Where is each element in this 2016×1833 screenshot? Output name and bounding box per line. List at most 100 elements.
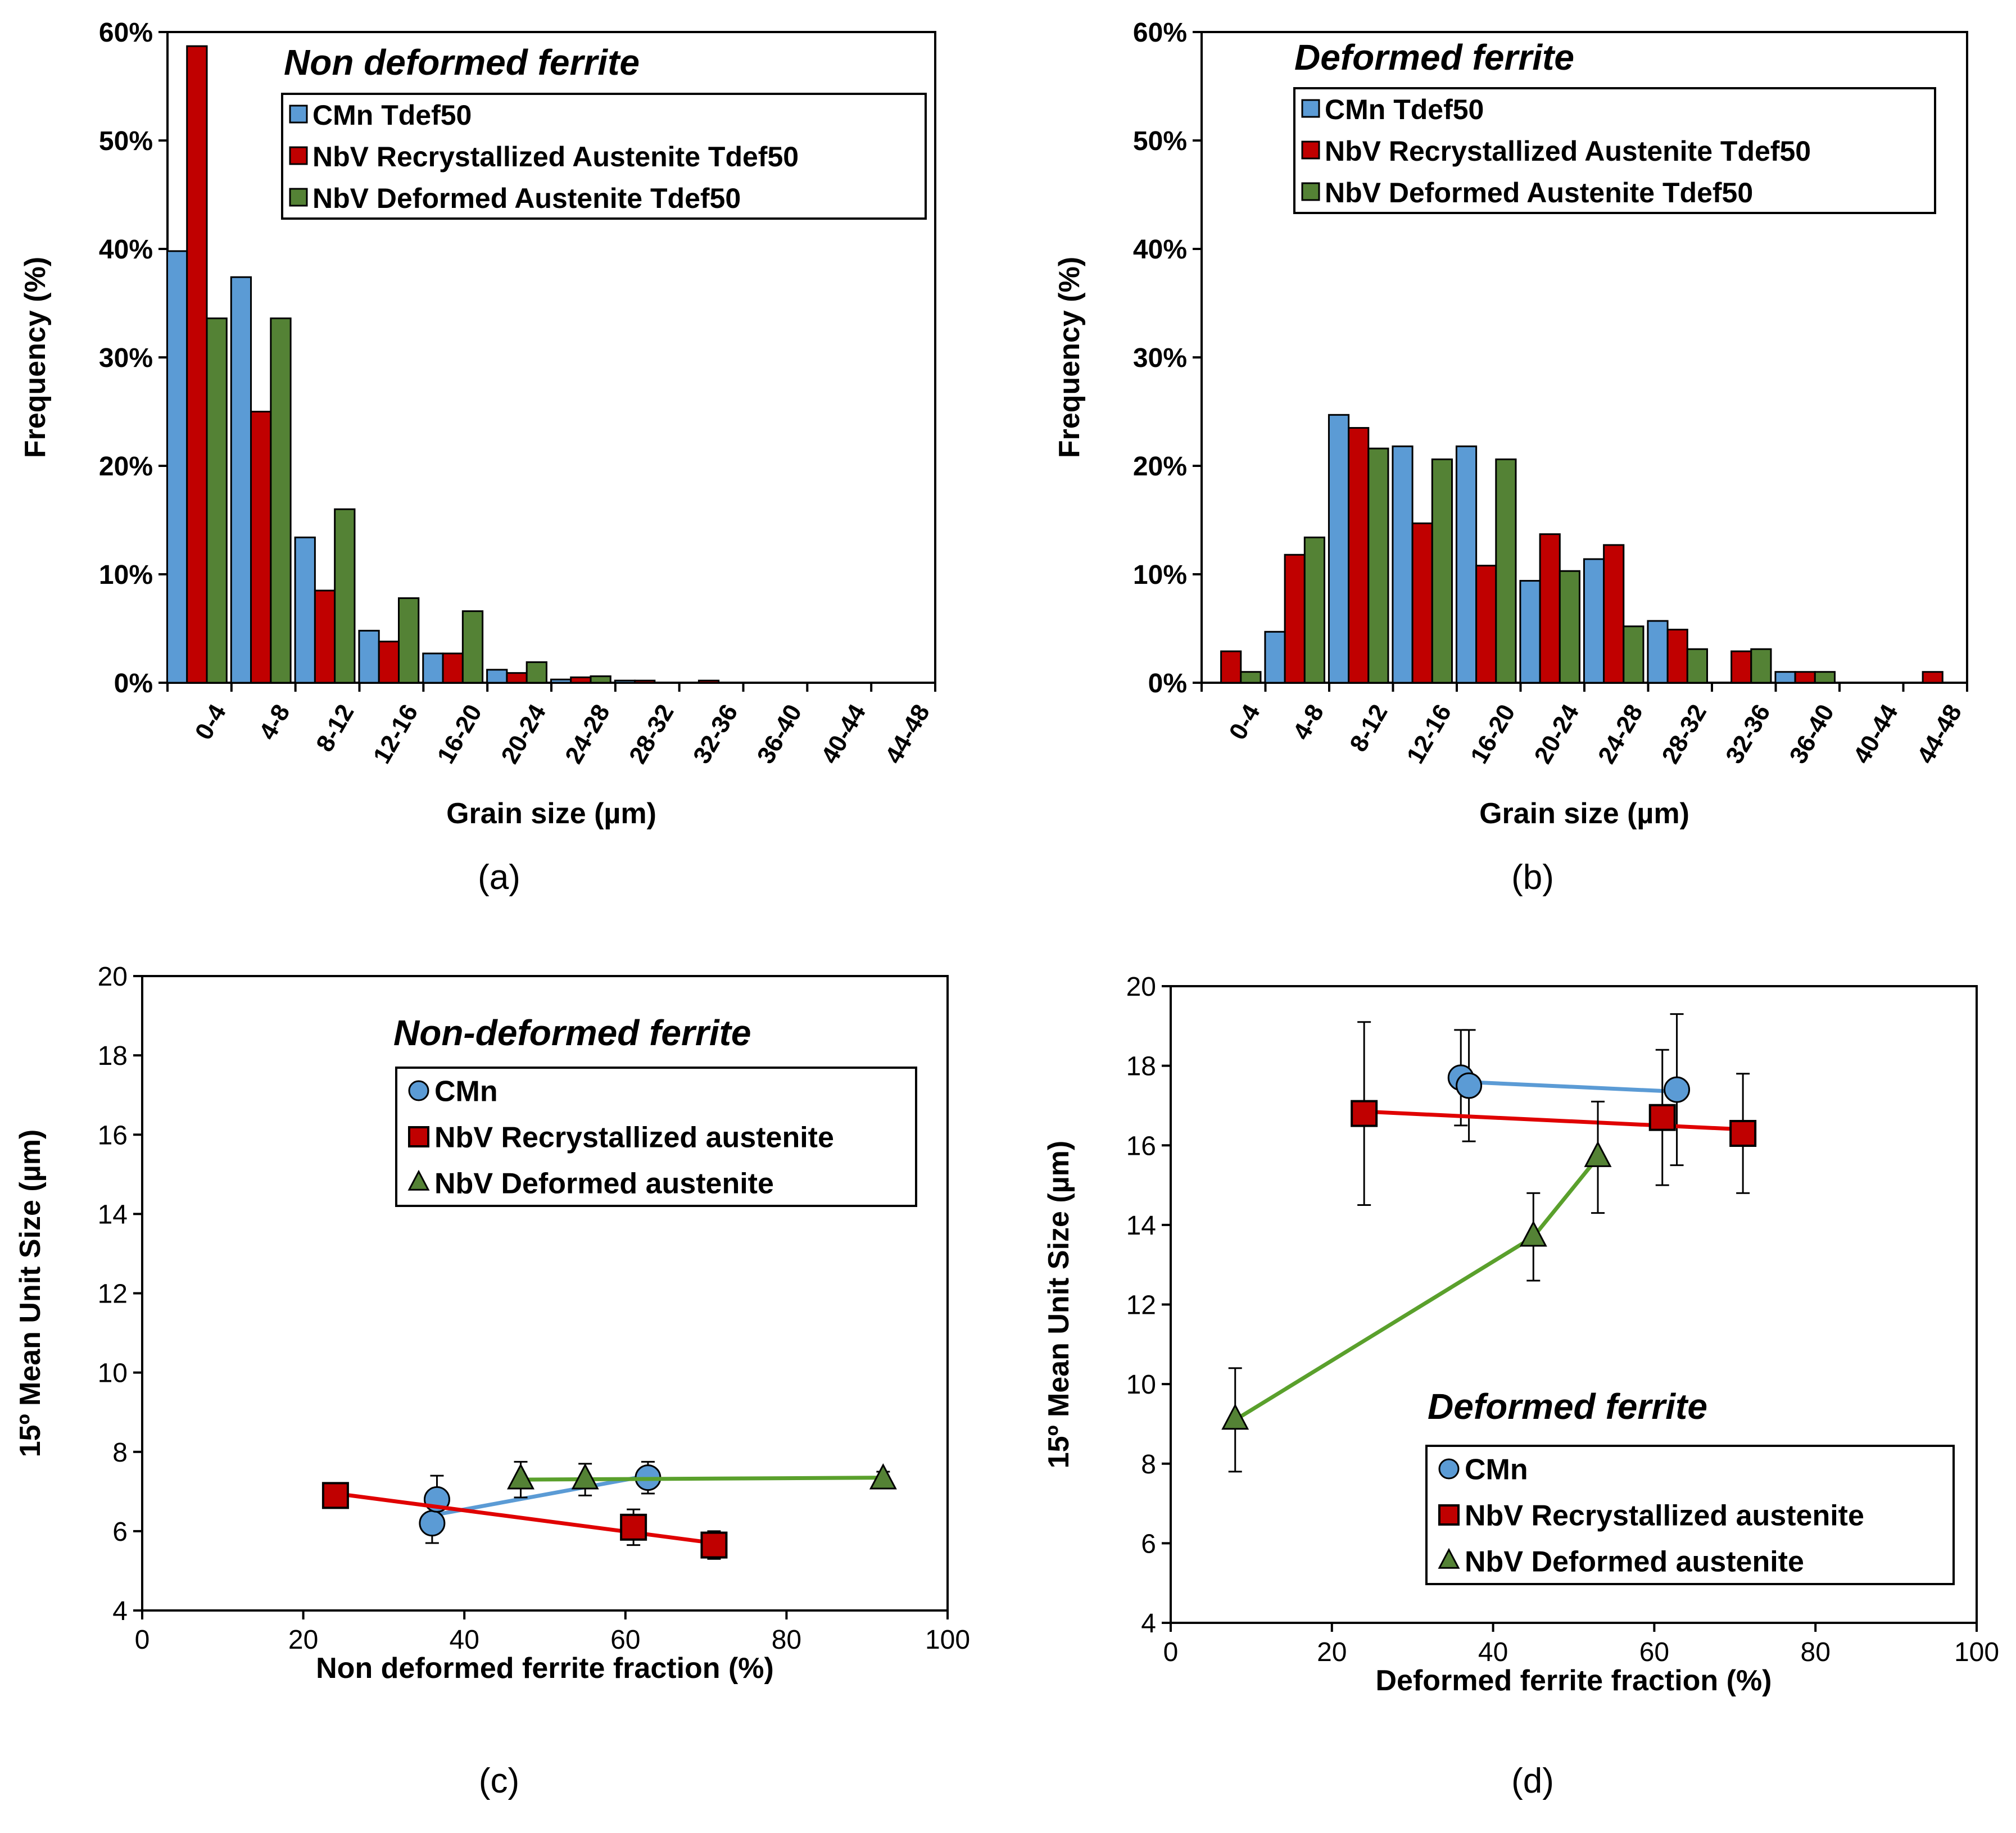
- y-tick-label: 20%: [1133, 452, 1187, 482]
- bar-recryst-16-20: [442, 652, 464, 684]
- y-tick-label: 12: [98, 1280, 128, 1309]
- y-tick-label: 4: [1141, 1609, 1156, 1639]
- fit-line-deformed: [520, 1476, 884, 1482]
- legend-label: NbV Deformed Austenite Tdef50: [312, 183, 741, 214]
- chart-b: 0% 10% 20% 30% 40% 50% 60% Grain size (µm) Frequ…: [1053, 18, 1968, 897]
- y-tick-label: 18: [98, 1041, 128, 1071]
- category-label: 32-36: [1720, 700, 1776, 768]
- bar-deformed-28-32: [1686, 648, 1708, 684]
- x-tick-label: 20: [288, 1625, 318, 1655]
- bar-deformed-0-4: [206, 317, 228, 684]
- bar-deformed-20-24: [525, 661, 547, 684]
- bar-cmn-20-24: [486, 669, 508, 684]
- point-cmn: [419, 1510, 446, 1537]
- bar-cmn-4-8: [230, 276, 252, 684]
- point-cmn: [1456, 1072, 1483, 1099]
- x-axis-label: Grain size (µm): [446, 797, 656, 830]
- category-label: 40-44: [1848, 700, 1904, 768]
- chart-title: Non deformed ferrite: [284, 42, 640, 83]
- chart-title: Deformed ferrite: [1294, 37, 1574, 78]
- bar-recryst-8-12: [314, 589, 336, 684]
- legend-label: NbV Deformed austenite: [1465, 1546, 1804, 1578]
- y-axis-label: 15º Mean Unit Size (µm): [14, 1129, 47, 1458]
- legend-label: CMn: [434, 1076, 498, 1108]
- bar-recryst-20-24: [506, 672, 528, 684]
- category-label: 4-8: [253, 700, 295, 745]
- x-tick-label: 40: [450, 1625, 479, 1655]
- bar-deformed-8-12: [1367, 447, 1389, 684]
- legend-label: NbV Recrystallized austenite: [1465, 1500, 1864, 1532]
- x-tick-label: 20: [1317, 1637, 1347, 1667]
- panel-label: (b): [1511, 858, 1554, 897]
- legend: CMn Tdef50 NbV Recrystallized Austenite T…: [281, 93, 927, 220]
- y-tick-label: 0%: [1148, 669, 1187, 698]
- bar-deformed-4-8: [270, 317, 292, 684]
- category-label: 12-16: [1401, 700, 1457, 768]
- legend-marker-recryst: [408, 1126, 429, 1147]
- bar-deformed-24-28: [590, 675, 611, 684]
- bar-deformed-20-24: [1559, 570, 1580, 684]
- bar-cmn-12-16: [1392, 445, 1414, 684]
- bar-deformed-16-20: [461, 610, 484, 684]
- chart-d: 4 6 8 10 12 14 16 18 20 Deformed ferrite fraction…: [1043, 972, 1999, 1800]
- legend-label: CMn Tdef50: [312, 99, 472, 131]
- category-label: 4-8: [1288, 700, 1329, 745]
- x-axis-label: Non deformed ferrite fraction (%): [316, 1652, 774, 1685]
- category-label: 20-24: [496, 700, 551, 768]
- y-tick-label: 18: [1126, 1052, 1156, 1082]
- x-tick-label: 0: [135, 1625, 150, 1655]
- legend-label: CMn Tdef50: [1325, 94, 1484, 125]
- category-label: 28-32: [1656, 700, 1712, 768]
- y-tick-label: 0%: [114, 669, 153, 698]
- y-tick-label: 10%: [99, 560, 153, 590]
- y-axis-label: Frequency (%): [19, 257, 52, 458]
- category-label: 0-4: [1224, 700, 1265, 745]
- bar-cmn-8-12: [294, 536, 316, 684]
- legend-label: NbV Recrystallized austenite: [434, 1122, 834, 1154]
- y-tick-label: 6: [112, 1517, 128, 1547]
- point-deformed: [869, 1463, 897, 1490]
- legend-swatch-cmn: [1301, 99, 1320, 118]
- y-tick-label: 10%: [1133, 560, 1187, 590]
- bar-recryst-4-8: [1284, 553, 1306, 684]
- panel-label: (a): [478, 858, 520, 897]
- legend-frame: [1425, 1445, 1955, 1585]
- point-recryst: [1351, 1100, 1378, 1127]
- x-tick-label: 0: [1163, 1637, 1179, 1667]
- x-tick-label: 80: [772, 1625, 801, 1655]
- legend: CMn NbV Recrystallized austenite NbV Defor…: [395, 1067, 917, 1207]
- legend-label: NbV Deformed Austenite Tdef50: [1325, 177, 1753, 208]
- bar-recryst-0-4: [1220, 650, 1242, 684]
- bar-recryst-8-12: [1348, 427, 1370, 684]
- bar-deformed-32-36: [1750, 648, 1772, 684]
- y-tick-label: 20: [1126, 972, 1156, 1002]
- x-tick-label: 100: [1954, 1637, 1999, 1667]
- bar-cmn-16-20: [1455, 445, 1478, 684]
- y-tick-label: 8: [1141, 1450, 1156, 1480]
- legend-label: NbV Deformed austenite: [434, 1168, 774, 1200]
- bar-cmn-16-20: [422, 652, 444, 684]
- point-deformed: [1584, 1141, 1612, 1167]
- bar-cmn-36-40: [1774, 671, 1796, 684]
- legend-swatch-deformed: [289, 188, 308, 207]
- bar-recryst-24-28: [570, 676, 592, 684]
- category-label: 24-28: [560, 700, 615, 768]
- y-axis-label: 15º Mean Unit Size (µm): [1043, 1141, 1075, 1469]
- legend-swatch-deformed: [1301, 182, 1320, 201]
- bar-recryst-32-36: [1730, 650, 1752, 684]
- y-tick-label: 16: [98, 1120, 128, 1150]
- legend-swatch-recryst: [1301, 140, 1320, 160]
- y-tick-label: 6: [1141, 1529, 1156, 1559]
- legend-frame: [395, 1067, 917, 1207]
- bar-recryst-28-32: [634, 679, 656, 684]
- bar-cmn-8-12: [1328, 414, 1350, 684]
- legend-label: CMn: [1465, 1454, 1528, 1486]
- point-recryst: [1729, 1120, 1757, 1147]
- category-label: 28-32: [624, 700, 679, 768]
- bar-recryst-24-28: [1603, 544, 1625, 684]
- bar-deformed-16-20: [1495, 458, 1517, 684]
- category-label: 36-40: [1784, 700, 1840, 768]
- y-tick-label: 20%: [99, 452, 153, 482]
- chart-title: Deformed ferrite: [1428, 1386, 1707, 1427]
